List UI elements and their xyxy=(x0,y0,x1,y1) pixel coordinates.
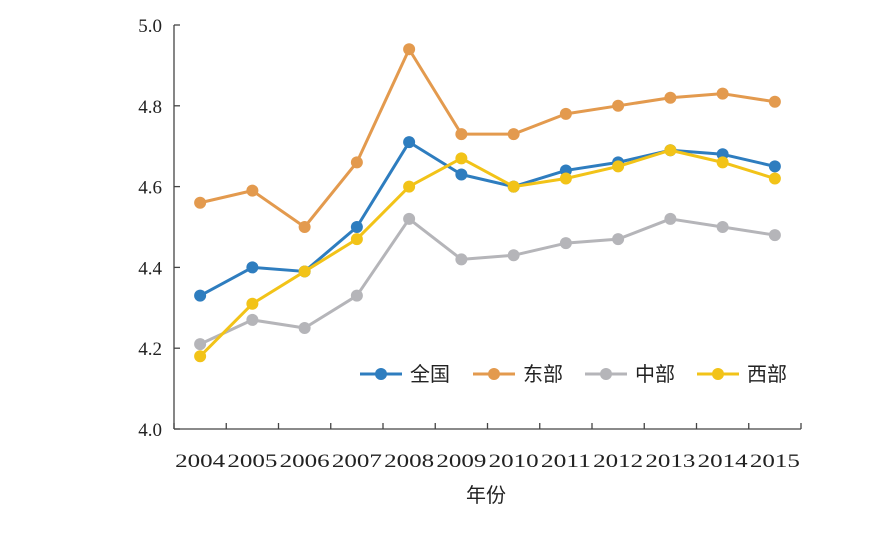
series-line xyxy=(199,148,776,358)
series-3 xyxy=(194,144,781,363)
data-point xyxy=(455,168,468,181)
legend-label: 东部 xyxy=(523,363,563,386)
data-point xyxy=(507,128,520,141)
legend-marker xyxy=(375,368,387,380)
legend-item: 中部 xyxy=(585,363,675,386)
legend-marker xyxy=(600,368,612,380)
data-point xyxy=(612,233,625,246)
data-point xyxy=(194,338,207,351)
x-tick-label: 2011 xyxy=(541,451,591,472)
data-point xyxy=(403,43,416,56)
data-point xyxy=(716,87,729,100)
x-tick-label: 2015 xyxy=(750,451,800,472)
data-point xyxy=(350,289,363,302)
data-point xyxy=(455,152,468,165)
data-point xyxy=(194,350,207,363)
data-point xyxy=(664,91,677,104)
y-tick-label: 4.8 xyxy=(138,97,162,118)
y-tick-label: 4.0 xyxy=(138,420,162,441)
data-point xyxy=(350,156,363,169)
legend-item: 东部 xyxy=(473,363,563,386)
data-point xyxy=(455,128,468,141)
x-tick-label: 2014 xyxy=(698,451,749,472)
data-point xyxy=(716,156,729,169)
data-point xyxy=(455,253,468,266)
data-point xyxy=(246,184,259,197)
x-tick-label: 2005 xyxy=(227,451,277,472)
data-point xyxy=(768,172,781,185)
legend-item: 西部 xyxy=(697,363,787,386)
data-point xyxy=(246,261,259,274)
x-tick-label: 2006 xyxy=(280,451,330,472)
y-tick-label: 4.2 xyxy=(138,339,162,360)
data-point xyxy=(403,212,416,225)
data-point xyxy=(664,144,677,157)
x-tick-label: 2012 xyxy=(593,451,643,472)
y-tick-label: 4.6 xyxy=(138,178,162,199)
y-tick-label: 5.0 xyxy=(138,16,162,37)
data-point xyxy=(768,160,781,173)
x-tick-label: 2013 xyxy=(645,451,695,472)
legend: 全国 东部 中部 西部 xyxy=(360,363,787,386)
data-point xyxy=(246,297,259,310)
data-point xyxy=(194,289,207,302)
legend-label: 全国 xyxy=(410,363,450,386)
series-line xyxy=(199,47,776,229)
data-point xyxy=(298,322,311,334)
data-point xyxy=(768,229,781,242)
legend-label: 中部 xyxy=(635,363,675,386)
data-point xyxy=(350,233,363,246)
data-point xyxy=(559,237,572,250)
data-point xyxy=(716,221,729,233)
series-0 xyxy=(194,136,781,302)
data-point xyxy=(298,221,311,233)
x-tick-label: 2004 xyxy=(175,451,226,472)
x-axis: 2004 2005 2006 2007 2008 2009 2010 2011 2012 2013… xyxy=(173,423,802,472)
data-point xyxy=(246,313,259,326)
legend-marker xyxy=(488,368,500,380)
data-point xyxy=(612,99,625,112)
data-point xyxy=(350,221,363,233)
data-point xyxy=(612,160,625,173)
series-layer xyxy=(194,43,781,363)
legend-label: 西部 xyxy=(747,363,787,386)
series-2 xyxy=(194,212,781,351)
data-point xyxy=(559,107,572,120)
y-tick-label: 4.4 xyxy=(138,258,162,279)
legend-item: 全国 xyxy=(360,363,450,386)
data-point xyxy=(507,249,520,262)
x-tick-label: 2009 xyxy=(436,451,486,472)
series-1 xyxy=(194,43,781,233)
series-line xyxy=(199,217,776,346)
data-point xyxy=(507,180,520,193)
data-point xyxy=(768,95,781,108)
data-point xyxy=(664,212,677,225)
x-tick-label: 2010 xyxy=(489,451,539,472)
x-axis-title: 年份 xyxy=(466,484,506,507)
legend-marker xyxy=(712,368,724,380)
series-line xyxy=(199,140,776,297)
data-point xyxy=(194,196,207,209)
data-point xyxy=(298,265,311,278)
x-tick-label: 2008 xyxy=(384,451,434,472)
y-axis: 4.0 4.2 4.4 4.6 4.8 5.0 xyxy=(138,16,180,441)
data-point xyxy=(403,136,416,149)
data-point xyxy=(559,172,572,185)
data-point xyxy=(403,180,416,193)
x-tick-label: 2007 xyxy=(332,451,382,472)
